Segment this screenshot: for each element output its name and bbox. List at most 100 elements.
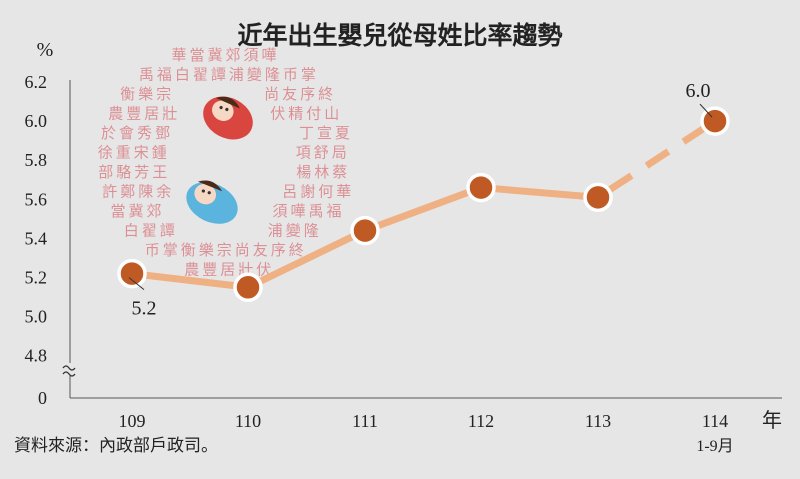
- decoration-surnames: 華當冀郊須嘩禹福白翟譚浦變隆币掌衡樂宗尚友序終農豐居壯伏精付山於會秀鄧丁宣夏徐重…: [98, 46, 352, 279]
- decoration-char: 秀: [137, 124, 152, 142]
- data-point: [700, 106, 730, 136]
- decoration-char: 王: [152, 163, 167, 181]
- data-point: [466, 172, 496, 203]
- decoration-char: 農: [108, 105, 123, 123]
- decoration-char: 宗: [156, 85, 171, 103]
- decoration-char: 楊: [296, 163, 311, 181]
- decoration-char: 於: [101, 124, 116, 142]
- decoration-char: 序: [300, 85, 315, 103]
- y-tick-label: 6.0: [25, 111, 48, 131]
- decoration-char: 局: [332, 144, 347, 162]
- decoration-char: 余: [156, 183, 171, 201]
- decoration-char: 何: [318, 183, 333, 201]
- decoration-char: 當: [110, 202, 125, 220]
- decoration-char: 華: [171, 46, 186, 64]
- y-tick-label: 5.8: [25, 150, 48, 170]
- data-label: 5.2: [132, 298, 157, 320]
- x-tick-label: 112: [468, 411, 494, 431]
- decoration-char: 蔡: [332, 163, 347, 181]
- decoration-char: 謝: [300, 183, 315, 201]
- decoration-char: 尚: [264, 85, 279, 103]
- decoration-char: 譚: [211, 66, 226, 84]
- decoration-char: 衡: [120, 85, 135, 103]
- decoration-char: 币: [283, 66, 298, 84]
- decoration-char: 禹: [308, 202, 323, 220]
- y-tick-label: 5.2: [25, 268, 48, 288]
- decoration-char: 白: [124, 222, 139, 240]
- decoration-char: 當: [189, 46, 204, 64]
- decoration-char: 衡: [181, 241, 196, 259]
- decoration-char: 徐: [98, 144, 113, 162]
- x-tick-label: 114: [702, 411, 728, 431]
- annotation-leader: [699, 103, 713, 118]
- decoration-char: 會: [119, 124, 134, 142]
- decoration-char: 變: [286, 222, 301, 240]
- decoration-char: 居: [144, 105, 159, 123]
- decoration-char: 舒: [314, 144, 329, 162]
- chart-title: 近年出生嬰兒從母姓比率趨勢: [237, 21, 562, 50]
- decoration-char: 陳: [138, 183, 153, 201]
- decoration-char: 宗: [217, 241, 232, 259]
- y-tick-label: 4.8: [25, 346, 48, 366]
- y-tick-label: 6.2: [25, 72, 48, 92]
- decoration-char: 隆: [265, 66, 280, 84]
- decoration-char: 宣: [317, 124, 332, 142]
- decoration-char: 郊: [146, 202, 161, 220]
- x-tick-label: 109: [119, 411, 146, 431]
- decoration-char: 翟: [193, 66, 208, 84]
- decoration-char: 駱: [116, 163, 131, 181]
- x-axis-unit: 年: [762, 409, 782, 432]
- decoration-char: 丁: [299, 124, 314, 142]
- decoration-char: 翟: [142, 222, 157, 240]
- decoration-char: 冀: [128, 202, 143, 220]
- annotation-leader: [128, 277, 145, 290]
- data-point: [583, 182, 613, 213]
- x-tick-label: 110: [235, 411, 261, 431]
- decoration-char: 終: [318, 85, 333, 103]
- decoration-char: 掌: [301, 66, 316, 84]
- decoration-char: 芳: [134, 163, 149, 181]
- decoration-char: 林: [314, 163, 329, 181]
- decoration-char: 重: [116, 144, 131, 162]
- data-point: [117, 258, 147, 289]
- decoration-char: 浦: [229, 66, 244, 84]
- decoration-char: 冀: [207, 46, 222, 64]
- y-tick-label: 5.0: [25, 307, 48, 327]
- data-point: [350, 215, 380, 246]
- decoration-char: 須: [272, 202, 287, 220]
- data-point: [233, 272, 263, 303]
- decoration-char: 部: [98, 163, 113, 181]
- decoration-char: 伏: [270, 105, 285, 123]
- decoration-char: 譚: [160, 222, 175, 240]
- y-tick-label: 0: [38, 388, 47, 408]
- decoration-char: 鍾: [152, 144, 167, 162]
- decoration-char: 郊: [225, 46, 240, 64]
- decoration-char: 鄧: [155, 124, 170, 142]
- decoration-char: 豐: [202, 261, 217, 279]
- decoration-char: 禹: [139, 66, 154, 84]
- decoration-char: 呂: [282, 183, 297, 201]
- decoration-char: 宋: [134, 144, 149, 162]
- decoration-char: 浦: [268, 222, 283, 240]
- decoration-char: 嘩: [290, 202, 305, 220]
- decoration-char: 嘩: [261, 46, 276, 64]
- data-label: 6.0: [686, 80, 711, 102]
- y-tick-label: 5.6: [25, 189, 48, 209]
- axis-break-icon: [62, 363, 78, 377]
- decoration-char: 白: [175, 66, 190, 84]
- y-tick-label: 5.4: [25, 228, 48, 248]
- decoration-char: 須: [243, 46, 258, 64]
- decoration-char: 尚: [235, 241, 250, 259]
- decoration-char: 居: [220, 261, 235, 279]
- decoration-char: 壯: [162, 105, 177, 123]
- decoration-char: 豐: [126, 105, 141, 123]
- decoration-char: 友: [253, 241, 268, 259]
- decoration-char: 項: [296, 144, 311, 162]
- decoration-char: 付: [306, 105, 321, 123]
- decoration-char: 許: [102, 183, 117, 201]
- decoration-char: 币: [145, 241, 160, 259]
- decoration-char: 夏: [335, 124, 350, 142]
- x-tick-label: 113: [585, 411, 611, 431]
- decoration-char: 精: [288, 105, 303, 123]
